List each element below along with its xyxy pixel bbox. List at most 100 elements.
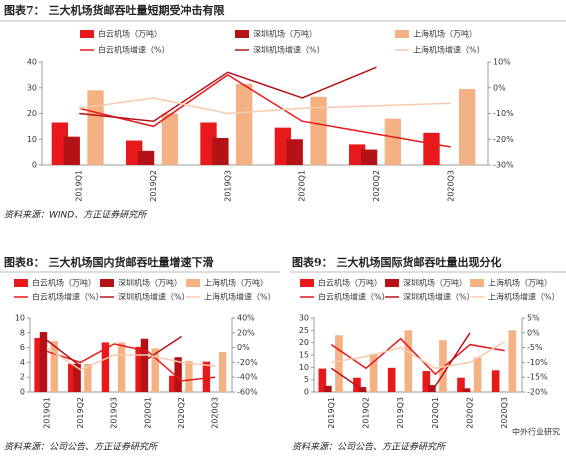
bar — [218, 352, 227, 392]
bar — [387, 367, 396, 392]
x-tick-label: 2019Q1 — [75, 170, 84, 202]
watermark: 中外行业研究 — [512, 427, 560, 437]
y-tick-label: 40 — [27, 58, 37, 67]
bar — [137, 150, 155, 165]
bar — [457, 377, 465, 392]
x-tick-label: 2019Q1 — [327, 397, 336, 429]
y-tick-label: 20 — [299, 338, 309, 347]
y-tick-label: 2 — [20, 373, 25, 382]
y2-tick-label: 0% — [237, 343, 250, 352]
y2-tick-label: 0% — [527, 328, 540, 337]
legend-label: 深圳机场增速（%） — [403, 292, 475, 302]
legend-swatch — [100, 279, 114, 287]
bar — [508, 330, 517, 392]
y2-tick-label: 0% — [493, 83, 506, 92]
legend-swatch — [395, 30, 409, 38]
y2-tick-label: -20% — [527, 388, 548, 397]
y2-tick-label: -15% — [527, 373, 548, 382]
bar — [422, 371, 431, 392]
line — [330, 337, 505, 376]
x-tick-label: 2019Q2 — [362, 397, 371, 429]
bar — [84, 363, 92, 392]
bar — [310, 96, 327, 165]
y-tick-label: 5 — [304, 375, 309, 384]
bar — [174, 357, 182, 392]
chart-title: 图表8： 三大机场国内货邮吞吐量增速下滑 — [4, 255, 213, 269]
legend-label: 白云机场（万吨） — [318, 278, 382, 288]
bar — [212, 137, 229, 165]
x-tick-label: 2020Q1 — [298, 170, 307, 202]
legend-swatch — [385, 279, 399, 287]
y2-tick-label: 40% — [237, 314, 255, 323]
line — [79, 66, 377, 122]
y-tick-label: 20 — [27, 109, 37, 118]
y2-tick-label: 20% — [237, 328, 255, 337]
legend-swatch — [14, 279, 28, 287]
legend-label: 深圳机场（万吨） — [253, 29, 317, 39]
bar — [369, 353, 378, 392]
bar — [491, 370, 500, 392]
bar — [169, 375, 177, 392]
bar — [50, 340, 58, 392]
legend-swatch — [186, 279, 200, 287]
legend-label: 上海机场（万吨） — [413, 29, 477, 39]
x-tick-label: 2020Q2 — [177, 397, 186, 429]
legend-label: 上海机场（万吨） — [204, 278, 268, 288]
y2-tick-label: -10% — [527, 358, 548, 367]
line — [46, 343, 216, 382]
bar — [423, 132, 440, 165]
y-tick-label: 8 — [20, 328, 25, 337]
legend-label: 白云机场（万吨） — [32, 278, 96, 288]
bar — [318, 368, 327, 392]
y-tick-label: 4 — [20, 358, 25, 367]
source: 资料来源：公司公告、方正证券研究所 — [4, 442, 159, 453]
x-tick-label: 2019Q2 — [76, 397, 85, 429]
x-tick-label: 2019Q3 — [110, 397, 119, 429]
y-tick-label: 15 — [299, 351, 309, 360]
y-tick-label: 10 — [299, 363, 309, 372]
y2-tick-label: 10% — [493, 58, 511, 67]
y-tick-label: 0 — [20, 388, 25, 397]
x-tick-label: 2020Q3 — [446, 170, 455, 202]
x-tick-label: 2020Q2 — [466, 397, 475, 429]
chart-title: 图表9： 三大机场国际货邮吞吐量出现分化 — [292, 255, 501, 269]
bar — [236, 83, 253, 165]
bar — [335, 335, 343, 392]
y2-tick-label: -20% — [493, 135, 514, 144]
y2-tick-label: -10% — [493, 109, 514, 118]
bar — [404, 330, 413, 392]
line — [330, 332, 471, 393]
legend-label: 深圳机场（万吨） — [118, 278, 182, 288]
bar — [360, 149, 378, 165]
legend-swatch — [470, 279, 484, 287]
line — [79, 74, 451, 148]
bar — [459, 89, 476, 165]
bar — [34, 337, 42, 392]
x-tick-label: 2020Q3 — [211, 397, 220, 429]
line — [46, 335, 182, 367]
bar — [87, 90, 104, 165]
bar — [428, 385, 436, 392]
bar — [473, 357, 482, 392]
y-tick-label: 25 — [299, 326, 309, 335]
bar — [63, 136, 80, 165]
y2-tick-label: -30% — [493, 161, 514, 170]
x-tick-label: 2020Q1 — [143, 397, 152, 429]
source: 资料来源：公司公告、方正证券研究所 — [292, 442, 447, 453]
x-tick-label: 2019Q1 — [42, 397, 51, 429]
bar — [324, 385, 332, 392]
x-tick-label: 2019Q3 — [396, 397, 405, 429]
y-tick-label: 6 — [20, 343, 25, 352]
x-tick-label: 2019Q2 — [149, 170, 158, 202]
legend-label: 深圳机场增速（%） — [118, 292, 190, 302]
legend-swatch — [80, 30, 94, 38]
line — [79, 97, 451, 115]
legend-label: 白云机场增速（%） — [98, 45, 170, 55]
bar — [73, 363, 81, 392]
bar — [161, 113, 179, 165]
y-tick-label: 30 — [27, 83, 37, 92]
bar — [151, 348, 159, 392]
bar — [286, 139, 303, 165]
bar — [68, 363, 76, 392]
